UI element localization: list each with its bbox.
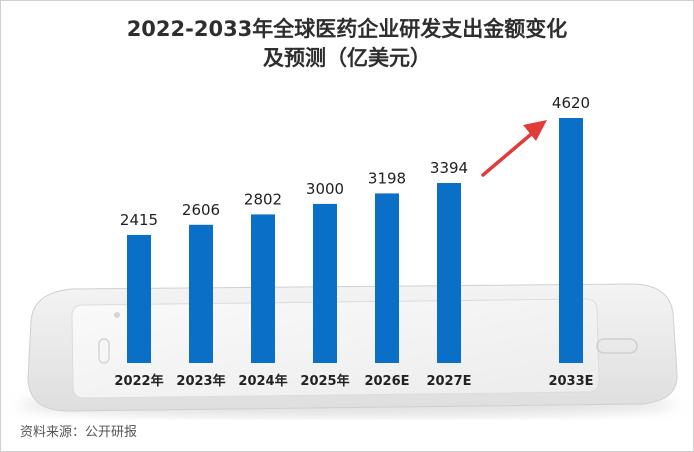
data-label: 2415 xyxy=(120,211,158,229)
chart-title-line-1: 2022-2033年全球医药企业研发支出金额变化 xyxy=(126,17,568,41)
bar-2026E xyxy=(375,193,399,363)
x-tick-label: 2026E xyxy=(364,374,409,389)
bar-2027E xyxy=(437,183,461,363)
red-arrow-icon xyxy=(481,120,547,177)
data-label: 3198 xyxy=(368,169,406,187)
source-note: 资料来源：公开研报 xyxy=(20,425,138,440)
x-tick-label: 2023年 xyxy=(176,373,225,389)
bar-2023年 xyxy=(189,224,213,363)
data-label: 2802 xyxy=(244,190,282,208)
x-tick-label: 2027E xyxy=(426,374,471,389)
chart-title: 2022-2033年全球医药企业研发支出金额变化 及预测（亿美元） xyxy=(1,15,693,73)
x-tick-label: 2033E xyxy=(548,374,593,389)
x-tick-label: 2024年 xyxy=(238,373,287,389)
x-tick-label: 2022年 xyxy=(114,373,163,389)
chart-title-line-2: 及预测（亿美元） xyxy=(263,46,431,70)
data-label: 3000 xyxy=(306,180,344,198)
x-tick-labels-layer: 2022年 2023年 2024年 2025年 2026E 2027E 2033E xyxy=(114,373,593,389)
x-tick-label: 2025年 xyxy=(300,373,349,389)
bar-2024年 xyxy=(251,214,275,363)
bar-2022年 xyxy=(127,234,151,363)
data-label: 2606 xyxy=(182,201,220,219)
data-labels-layer: 2415 2606 2802 3000 3198 3394 4620 xyxy=(120,94,590,229)
bars-layer xyxy=(127,118,583,363)
bar-2025年 xyxy=(313,203,337,363)
data-label: 3394 xyxy=(430,159,468,177)
bar-2033E xyxy=(559,118,583,363)
data-label: 4620 xyxy=(552,94,590,112)
